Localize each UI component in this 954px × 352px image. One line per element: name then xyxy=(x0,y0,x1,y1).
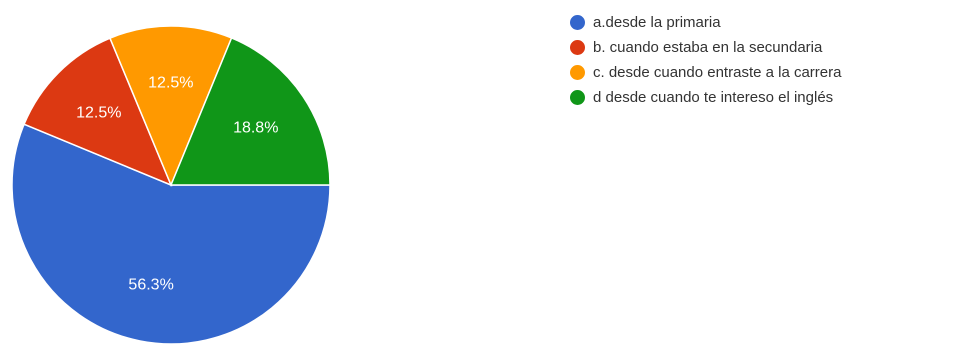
legend-swatch-2 xyxy=(570,65,585,80)
legend: a.desde la primaria b. cuando estaba en l… xyxy=(570,10,841,110)
legend-label-2: c. desde cuando entraste a la carrera xyxy=(593,64,842,81)
pie-slice-1[interactable] xyxy=(23,37,173,187)
legend-item-2[interactable]: c. desde cuando entraste a la carrera xyxy=(570,60,841,85)
pie-slice-2[interactable] xyxy=(108,25,233,187)
legend-item-1[interactable]: b. cuando estaba en la secundaria xyxy=(570,35,841,60)
legend-label-1: b. cuando estaba en la secundaria xyxy=(593,39,823,56)
legend-item-0[interactable]: a.desde la primaria xyxy=(570,10,841,35)
slice-value-label-3: 18.8% xyxy=(233,120,278,137)
legend-swatch-1 xyxy=(570,40,585,55)
legend-swatch-3 xyxy=(570,90,585,105)
slice-value-label-0: 56.3% xyxy=(128,277,173,294)
legend-item-3[interactable]: d desde cuando te intereso el inglés xyxy=(570,85,841,110)
slice-value-label-1: 12.5% xyxy=(76,104,121,121)
legend-label-3: d desde cuando te intereso el inglés xyxy=(593,89,834,106)
pie-slice-3[interactable] xyxy=(169,37,331,186)
pie-slice-0[interactable] xyxy=(11,123,331,345)
legend-swatch-0 xyxy=(570,15,585,30)
legend-label-0: a.desde la primaria xyxy=(593,14,721,31)
slice-value-label-2: 12.5% xyxy=(148,75,193,92)
